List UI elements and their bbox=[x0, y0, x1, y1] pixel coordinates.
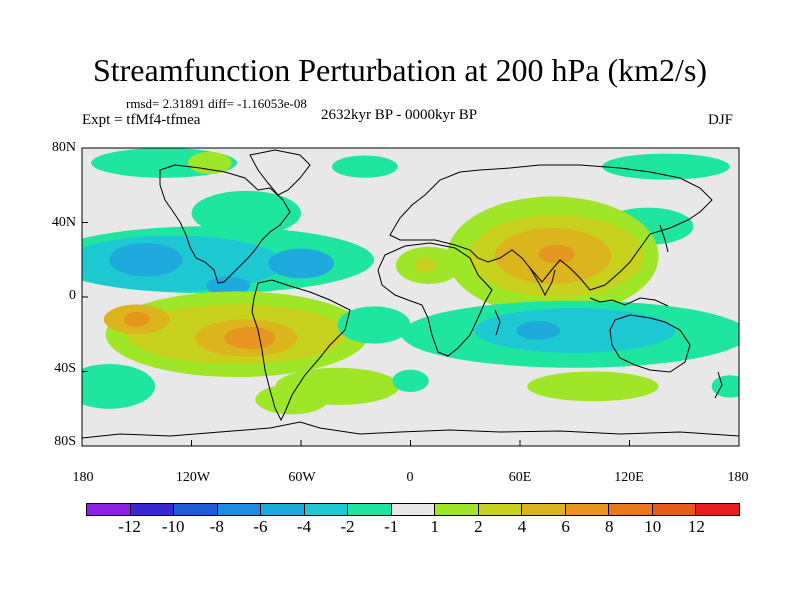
contour-regions bbox=[82, 148, 739, 415]
colorbar-swatch bbox=[304, 504, 349, 515]
coast-south-america bbox=[251, 279, 351, 422]
lat-label-80N: 80N bbox=[51, 140, 76, 155]
contour-region-29 bbox=[527, 371, 659, 402]
lon-label-180e: 180 bbox=[727, 470, 749, 485]
coast-greenland bbox=[249, 149, 311, 196]
colorbar-label: -6 bbox=[253, 517, 268, 536]
coast-indonesia bbox=[589, 297, 669, 307]
coast-australia bbox=[609, 314, 691, 373]
colorbar-swatch bbox=[130, 504, 175, 515]
lon-label-60w: 60W bbox=[288, 470, 316, 485]
colorbar-label: -8 bbox=[209, 517, 224, 536]
period-label: 2632kyr BP - 0000kyr BP bbox=[321, 107, 478, 123]
colorbar-swatch bbox=[696, 504, 739, 515]
lon-label-120w: 120W bbox=[175, 470, 211, 485]
colorbar-label: 10 bbox=[644, 517, 662, 536]
coastlines bbox=[82, 149, 739, 439]
colorbar-swatch bbox=[261, 504, 305, 515]
lat-label-80S: 80S bbox=[54, 434, 76, 449]
contour-region-8 bbox=[109, 242, 183, 277]
lat-label-0: 0 bbox=[69, 288, 76, 303]
lat-label-40N: 40N bbox=[51, 215, 76, 230]
colorbar-swatch bbox=[652, 504, 697, 515]
contour-region-30 bbox=[82, 364, 155, 409]
contour-region-22 bbox=[123, 311, 150, 327]
contour-region-25 bbox=[474, 308, 676, 353]
colorbar-swatch bbox=[609, 504, 653, 515]
contour-region-9 bbox=[268, 248, 334, 279]
coast-antarctica bbox=[82, 421, 739, 439]
contour-region-12 bbox=[414, 257, 437, 273]
season-label: DJF bbox=[708, 112, 734, 128]
colorbar-swatch bbox=[478, 504, 523, 515]
colorbar-label: 1 bbox=[430, 517, 440, 536]
lon-label-180w: 180 bbox=[72, 470, 94, 485]
chart-title: Streamfunction Perturbation at 200 hPa (… bbox=[92, 52, 708, 88]
lat-label-40S: 40S bbox=[54, 361, 76, 376]
coast-africa bbox=[377, 242, 493, 357]
colorbar-label: 12 bbox=[687, 517, 705, 536]
colorbar-label: 8 bbox=[604, 517, 614, 536]
contour-region-16 bbox=[538, 244, 575, 264]
colorbar-swatch bbox=[348, 504, 392, 515]
colorbar-swatch bbox=[217, 504, 262, 515]
stats-label: rmsd= 2.31891 diff= -1.16053e-08 bbox=[126, 96, 307, 111]
coast-india bbox=[529, 267, 556, 297]
colorbar-swatch bbox=[565, 504, 610, 515]
coast-japan bbox=[659, 224, 669, 253]
colorbar-label: 4 bbox=[517, 517, 527, 536]
coast-madagascar bbox=[494, 309, 501, 336]
coast-new-zealand bbox=[714, 371, 723, 399]
colorbar-swatch bbox=[87, 504, 131, 515]
contour-region-3 bbox=[332, 155, 398, 178]
colorbar-label: 6 bbox=[561, 517, 570, 536]
contour-region-26 bbox=[516, 321, 561, 340]
colorbar-swatch bbox=[522, 504, 566, 515]
colorbar-swatch bbox=[174, 504, 218, 515]
colorbar-label: -4 bbox=[296, 517, 312, 536]
coast-north-america bbox=[159, 164, 291, 284]
lon-label-120e: 120E bbox=[614, 470, 644, 485]
colorbar-label: -12 bbox=[118, 517, 141, 536]
lon-label-60e: 60E bbox=[508, 470, 532, 485]
contour-region-1 bbox=[187, 151, 232, 175]
lon-label-0: 0 bbox=[406, 470, 414, 485]
colorbar bbox=[86, 503, 740, 516]
colorbar-label: -2 bbox=[340, 517, 355, 536]
colorbar-label: -10 bbox=[161, 517, 185, 536]
colorbar-label: -1 bbox=[384, 517, 399, 536]
colorbar-swatch bbox=[391, 504, 436, 515]
contour-region-2 bbox=[191, 190, 301, 236]
colorbar-swatch bbox=[435, 504, 479, 515]
contour-region-4 bbox=[602, 153, 730, 180]
coast-eurasia bbox=[389, 164, 713, 291]
contour-region-23 bbox=[337, 306, 411, 344]
axis-ticks bbox=[81, 147, 740, 447]
experiment-label: Expt = tfMf4-tfmea bbox=[82, 112, 201, 128]
contour-region-31 bbox=[392, 369, 429, 392]
contour-region-28 bbox=[255, 384, 329, 415]
contour-region-20 bbox=[224, 326, 276, 350]
colorbar-label: 2 bbox=[474, 517, 483, 536]
